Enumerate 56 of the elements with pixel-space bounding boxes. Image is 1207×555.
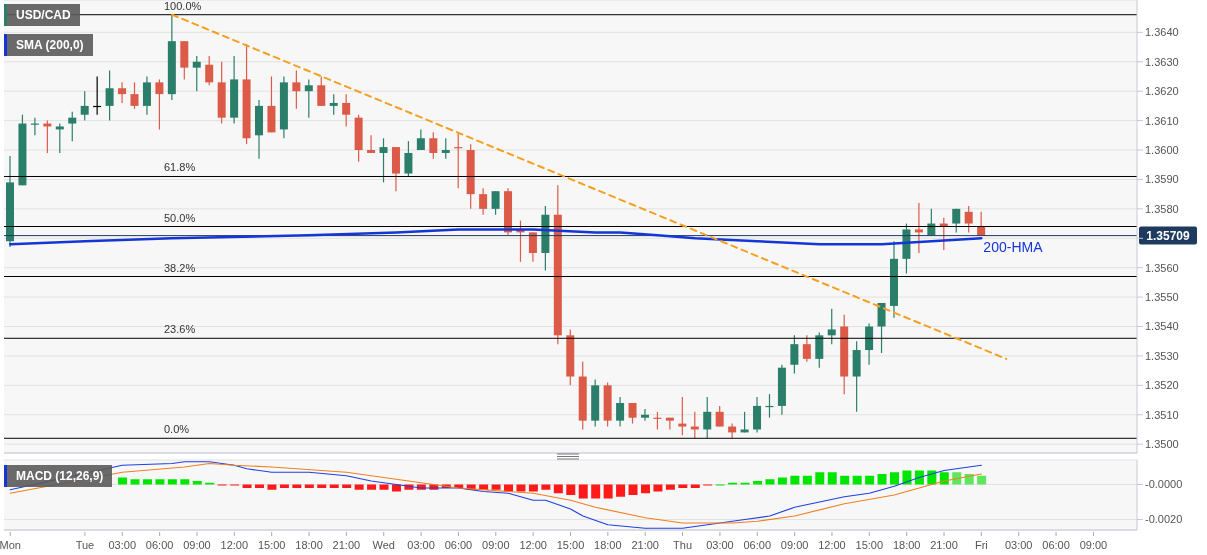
x-tick-label: 12:00 [220, 539, 249, 551]
y-tick-label: 1.3560 [1145, 261, 1179, 274]
x-tick-label: 09:00 [482, 539, 510, 551]
y-tick-label: 1.3630 [1145, 55, 1179, 68]
x-tick-label: 09:00 [1079, 539, 1108, 551]
x-tick-label: 06:00 [743, 539, 772, 551]
y-tick-label: 1.3550 [1145, 291, 1179, 303]
x-tick-label: 12:00 [519, 539, 547, 551]
x-tick-label: 06:00 [145, 539, 174, 551]
y-tick-label: 1.3620 [1145, 85, 1179, 98]
x-tick-label: Tue [75, 539, 95, 551]
annotation: 200-HMA [983, 239, 1043, 256]
annotation: 0.0% [164, 423, 190, 437]
x-tick-label: 15:00 [556, 539, 585, 551]
x-tick-label: 03:00 [1004, 539, 1033, 551]
y-tick-label: 1.3530 [1145, 349, 1179, 362]
y-tick-label: 1.3580 [1145, 202, 1179, 215]
x-tick-label: Thu [673, 539, 693, 551]
x-tick-label: 09:00 [183, 539, 211, 551]
text: USD/CAD [4, 4, 80, 26]
legend-label: SMA (200,0) [4, 34, 93, 56]
x-tick-label: Mon [0, 539, 21, 551]
annotation: 38.2% [164, 261, 196, 275]
x-tick-label: 15:00 [855, 539, 884, 551]
ref-line-label: 1.35709 [1146, 228, 1191, 243]
y-tick-label: 1.3540 [1145, 320, 1179, 333]
x-tick-label: 03:00 [407, 539, 435, 551]
y-tick-label: 1.3500 [1145, 438, 1179, 451]
text: MACD (12,26,9) [4, 465, 113, 487]
annotation: 23.6% [164, 323, 196, 337]
x-tick-label: 06:00 [1042, 539, 1070, 551]
y-tick-label: 1.3640 [1145, 26, 1179, 39]
y-tick-label: 1.3520 [1145, 379, 1179, 392]
x-tick-label: 15:00 [257, 539, 286, 551]
x-tick-label: Wed [372, 539, 395, 551]
x-tick-label: 09:00 [780, 539, 809, 551]
x-tick-label: 21:00 [631, 539, 659, 551]
x-tick-label: 03:00 [706, 539, 734, 551]
y-tick-label: 1.3510 [1145, 408, 1179, 421]
y-tick-label: 1.3590 [1145, 173, 1179, 186]
y-tick-label: 1.3600 [1145, 143, 1179, 156]
x-tick-label: 21:00 [930, 539, 958, 551]
x-tick-label: 18:00 [594, 539, 622, 551]
annotation: 61.8% [164, 161, 196, 175]
annotation: 100.0% [164, 0, 202, 13]
x-tick-label: 18:00 [295, 539, 323, 551]
x-tick-label: 12:00 [818, 539, 846, 551]
annotation: 50.0% [164, 211, 196, 225]
x-tick-label: Fri [974, 539, 988, 551]
x-tick-label: 18:00 [892, 539, 921, 551]
x-tick-label: 03:00 [108, 539, 137, 551]
y-tick-label: 1.3610 [1145, 114, 1179, 127]
x-tick-label: 21:00 [332, 539, 361, 551]
y-tick-label: -0.0000 [1145, 478, 1183, 491]
y-tick-label: -0.0020 [1145, 513, 1183, 526]
x-tick-label: 06:00 [444, 539, 473, 551]
